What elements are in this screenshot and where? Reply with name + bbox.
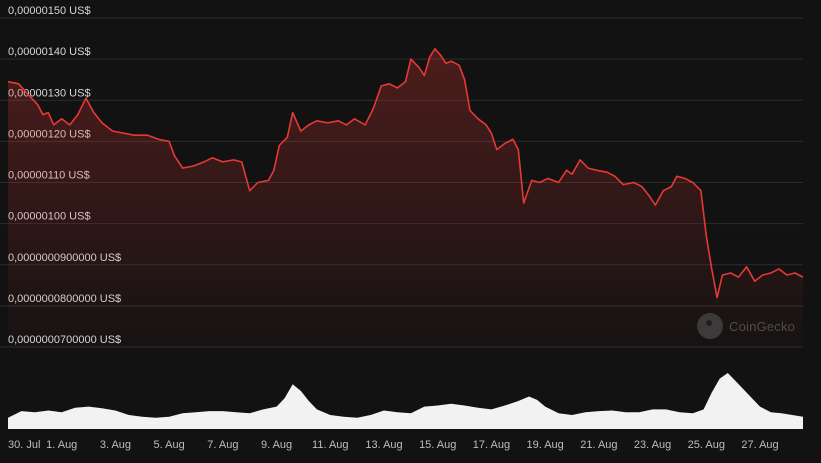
- x-tick-label: 15. Aug: [419, 439, 456, 451]
- x-tick-label: 19. Aug: [526, 439, 563, 451]
- x-tick-label: 13. Aug: [365, 439, 402, 451]
- x-tick-label: 23. Aug: [634, 439, 671, 451]
- coingecko-logo-icon: [697, 313, 723, 339]
- x-axis-labels: 30. Jul 1. Aug 3. Aug 5. Aug 7. Aug 9. Aug 11.…: [8, 439, 779, 451]
- coingecko-watermark: CoinGecko: [697, 312, 795, 340]
- y-tick-label: 0,00000140 US$: [8, 46, 91, 58]
- x-tick-label: 25. Aug: [688, 439, 725, 451]
- price-line: [7, 48, 804, 299]
- x-tick-label: 11. Aug: [312, 439, 349, 451]
- x-tick-label: 21. Aug: [580, 439, 617, 451]
- x-tick-label: 27. Aug: [741, 439, 778, 451]
- x-tick-label: 30. Jul: [8, 439, 40, 451]
- x-tick-label: 3. Aug: [100, 439, 131, 451]
- watermark-text: CoinGecko: [729, 318, 796, 334]
- x-tick-label: 1. Aug: [46, 439, 77, 451]
- x-tick-label: 7. Aug: [207, 439, 238, 451]
- volume-area: [8, 373, 803, 429]
- x-tick-label: 17. Aug: [473, 439, 510, 451]
- x-tick-label: 5. Aug: [154, 439, 185, 451]
- y-tick-label: 0,00000150 US$: [8, 5, 91, 17]
- x-tick-label: 9. Aug: [261, 439, 292, 451]
- price-area: [8, 48, 803, 348]
